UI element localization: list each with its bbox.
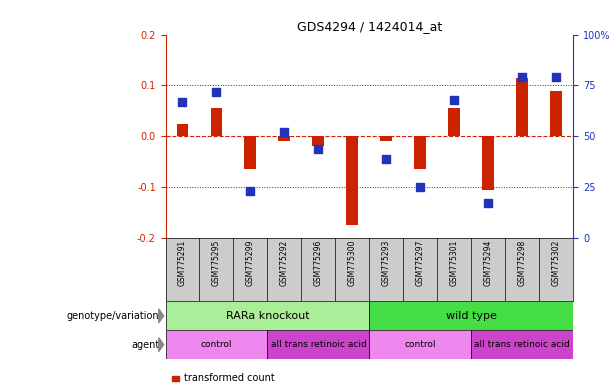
Point <box>246 188 256 194</box>
Text: GSM775295: GSM775295 <box>212 240 221 286</box>
Bar <box>369 330 471 359</box>
Text: GSM775297: GSM775297 <box>416 240 425 286</box>
Text: GSM775301: GSM775301 <box>450 240 459 286</box>
Bar <box>550 91 562 136</box>
Text: wild type: wild type <box>446 311 497 321</box>
Bar <box>313 136 324 147</box>
Point <box>517 74 527 80</box>
Text: all trans retinoic acid: all trans retinoic acid <box>474 340 570 349</box>
Bar <box>346 136 358 225</box>
Text: GSM775298: GSM775298 <box>518 240 527 286</box>
Bar <box>369 301 573 330</box>
Text: control: control <box>405 340 436 349</box>
Point <box>381 156 391 162</box>
Bar <box>516 78 528 136</box>
Text: GSM775294: GSM775294 <box>484 240 493 286</box>
Text: GSM775302: GSM775302 <box>552 240 561 286</box>
Text: genotype/variation: genotype/variation <box>67 311 159 321</box>
Bar <box>381 136 392 141</box>
Text: GSM775292: GSM775292 <box>280 240 289 286</box>
Text: transformed count: transformed count <box>184 373 275 383</box>
Text: GSM775300: GSM775300 <box>348 240 357 286</box>
Point <box>313 146 323 152</box>
Bar <box>414 136 426 169</box>
Point <box>416 184 425 190</box>
Point <box>483 200 493 207</box>
Text: GSM775296: GSM775296 <box>314 240 323 286</box>
Bar <box>177 124 188 136</box>
Text: GSM775291: GSM775291 <box>178 240 187 286</box>
Bar <box>166 330 267 359</box>
Point <box>280 129 289 135</box>
Text: all trans retinoic acid: all trans retinoic acid <box>270 340 366 349</box>
Text: control: control <box>200 340 232 349</box>
Point <box>449 97 459 103</box>
Bar <box>471 330 573 359</box>
Text: GSM775293: GSM775293 <box>382 240 391 286</box>
Bar <box>245 136 256 169</box>
Text: agent: agent <box>131 339 159 350</box>
Bar <box>166 301 370 330</box>
Point <box>211 88 221 94</box>
Bar <box>448 108 460 136</box>
Bar <box>267 330 370 359</box>
Point <box>551 74 561 80</box>
Point <box>178 99 188 105</box>
Bar <box>482 136 494 190</box>
Bar <box>210 108 223 136</box>
Text: GSM775299: GSM775299 <box>246 240 255 286</box>
Bar <box>278 136 291 141</box>
Title: GDS4294 / 1424014_at: GDS4294 / 1424014_at <box>297 20 442 33</box>
Text: RARa knockout: RARa knockout <box>226 311 309 321</box>
